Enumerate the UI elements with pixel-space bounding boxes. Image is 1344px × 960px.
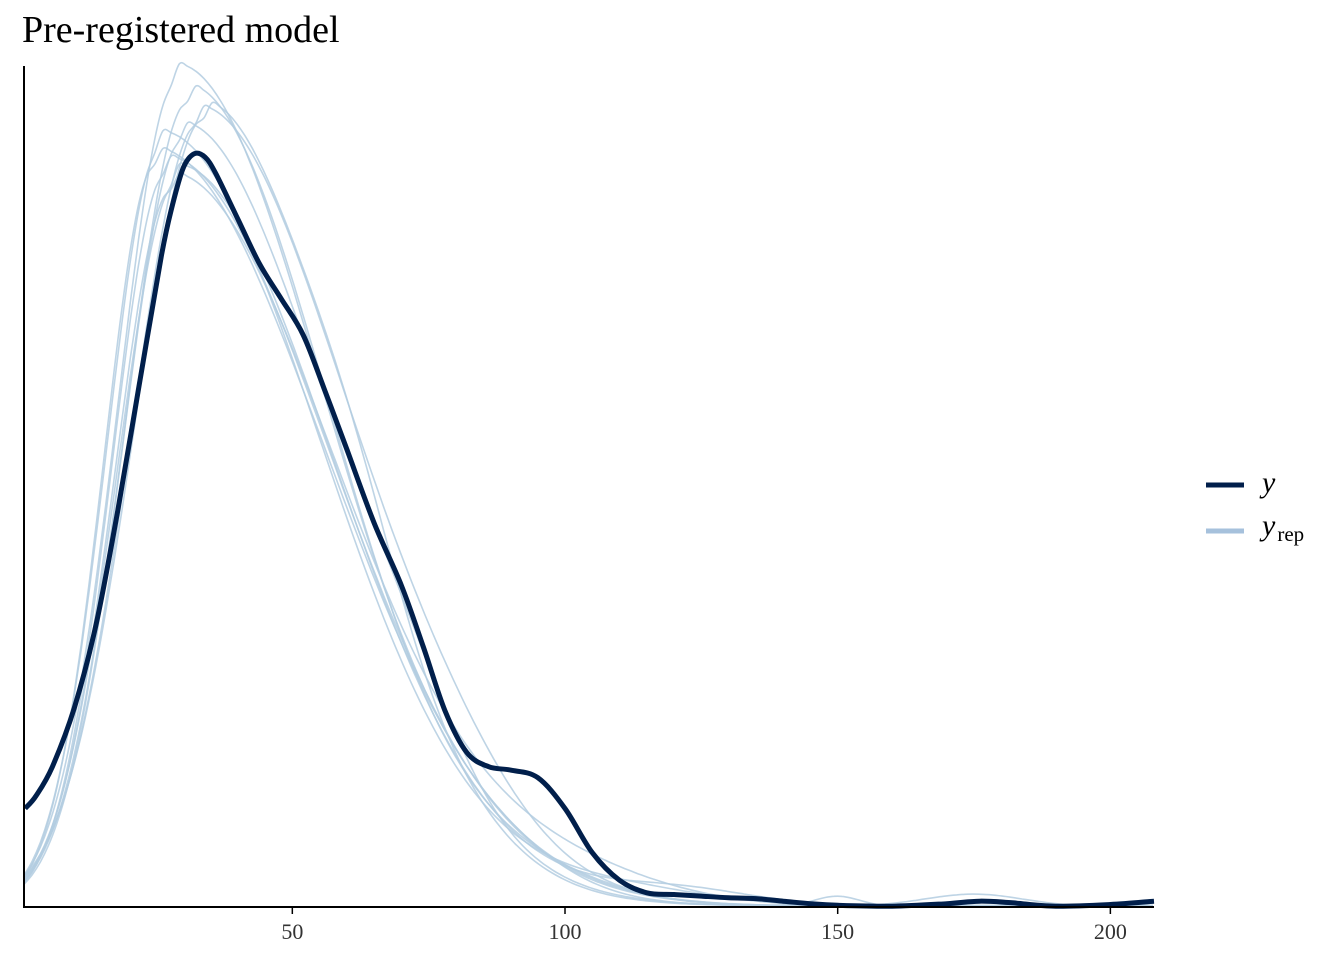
- chart-title: Pre-registered model: [22, 9, 340, 51]
- yrep-series-group: [23, 61, 1153, 907]
- x-tick-label-200: 200: [1094, 919, 1127, 944]
- yrep-line-4: [23, 128, 1153, 907]
- yrep-line-3: [23, 104, 1153, 907]
- x-axis-ticks: 50 100 150 200: [281, 907, 1127, 944]
- yrep-line-5: [23, 121, 1153, 907]
- yrep-line-9: [23, 172, 1153, 907]
- yrep-line-10: [23, 101, 1153, 907]
- y-series-group: [23, 150, 1155, 909]
- x-tick-label-150: 150: [821, 919, 854, 944]
- x-tick-label-100: 100: [549, 919, 582, 944]
- legend: y yrep: [1206, 466, 1304, 546]
- legend-label-yrep: yrep: [1259, 509, 1304, 546]
- yrep-line-2: [23, 84, 1153, 907]
- legend-label-yrep-sub: rep: [1277, 522, 1304, 546]
- x-tick-label-50: 50: [281, 919, 303, 944]
- y-line: [23, 150, 1155, 909]
- yrep-line-1: [23, 61, 1153, 907]
- yrep-line-7: [23, 154, 1153, 907]
- yrep-line-6: [23, 147, 1153, 907]
- legend-label-y: y: [1259, 466, 1276, 499]
- yrep-line-8: [23, 162, 1153, 907]
- legend-label-yrep-main: y: [1259, 509, 1276, 542]
